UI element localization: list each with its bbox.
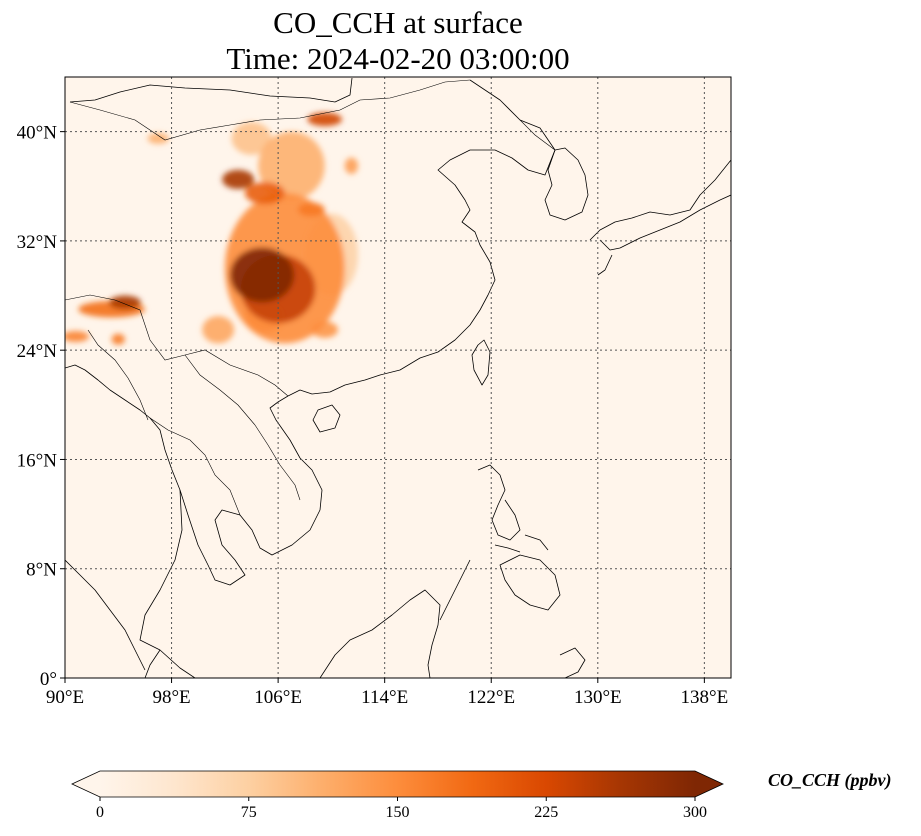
coastline-china-mainland xyxy=(69,77,556,397)
colorbar-tick-label: 225 xyxy=(534,804,558,821)
co-hotspot xyxy=(344,157,359,174)
y-tick-label: 0° xyxy=(40,669,57,690)
co-hotspot xyxy=(147,133,169,144)
x-tick-label: 114°E xyxy=(361,687,408,708)
coastline-taiwan xyxy=(471,339,491,386)
x-tick-label: 98°E xyxy=(152,687,190,708)
coastline-indochina xyxy=(65,364,323,586)
colorbar-gradient xyxy=(71,770,724,798)
colorbar-tick-label: 0 xyxy=(96,804,104,821)
co-hotspot xyxy=(111,333,125,345)
x-tick-label: 106°E xyxy=(254,687,302,708)
border-laos-vietnam xyxy=(184,354,301,501)
y-tick-label: 8°N xyxy=(26,560,57,581)
colorbar-tick-label: 75 xyxy=(241,804,257,821)
x-tick-label: 130°E xyxy=(574,687,622,708)
border-thailand xyxy=(149,417,241,516)
y-tick-label: 40°N xyxy=(17,123,58,144)
co-hotspot xyxy=(108,295,141,310)
coastline-hainan xyxy=(312,404,341,433)
co-hotspot xyxy=(202,316,235,344)
border-china-mongolia xyxy=(69,79,471,141)
border-korea-china xyxy=(519,119,556,151)
colorbar-tick-label: 150 xyxy=(386,804,410,821)
coastline-malay-peninsula xyxy=(139,489,196,678)
co-hotspot xyxy=(222,169,255,190)
coastline-sumatra xyxy=(65,559,146,671)
border-china-south xyxy=(65,294,289,397)
coastline-philippines-luzon xyxy=(477,464,521,541)
x-axis-ticks: 90°E 98°E 106°E 114°E 122°E 130°E 138°E xyxy=(46,678,728,708)
map-plot-area xyxy=(64,76,732,679)
y-tick-label: 24°N xyxy=(17,341,58,362)
x-tick-label: 138°E xyxy=(681,687,729,708)
x-tick-label: 122°E xyxy=(467,687,515,708)
coastline-japan xyxy=(589,159,731,276)
map-background xyxy=(65,77,731,678)
x-tick-label: 90°E xyxy=(46,687,84,708)
map-time-subtitle: Time: 2024-02-20 03:00:00 xyxy=(226,41,570,76)
colorbar-label: CO_CCH (ppbv) xyxy=(768,770,892,790)
co-hotspot xyxy=(244,182,285,205)
map-frame xyxy=(64,76,732,679)
coastline-sulawesi xyxy=(559,647,586,678)
colorbar-tick-label: 300 xyxy=(683,804,707,821)
co-hotspot xyxy=(231,122,272,155)
map-title: CO_CCH at surface xyxy=(273,5,523,40)
y-tick-label: 16°N xyxy=(17,450,58,471)
colorbar: 0 75 150 225 300 xyxy=(71,770,724,821)
coastlines xyxy=(65,77,731,678)
co-hotspot xyxy=(307,112,343,127)
co-hotspot xyxy=(258,131,325,200)
coastline-borneo xyxy=(319,589,441,678)
co-hotspot xyxy=(298,202,325,217)
co-concentration-field xyxy=(65,112,359,345)
coastline-korea xyxy=(544,147,589,221)
coastline-philippines-mindanao xyxy=(499,554,561,611)
co-hotspot xyxy=(230,247,295,303)
coastline-philippines-visayas xyxy=(439,534,549,621)
country-borders xyxy=(65,79,556,516)
border-myanmar xyxy=(87,329,149,421)
y-axis-ticks: 0° 8°N 16°N 24°N 32°N 40°N xyxy=(17,123,65,690)
co-hotspot xyxy=(65,331,89,342)
colorbar-ticks: 0 75 150 225 300 xyxy=(96,797,707,821)
y-tick-label: 32°N xyxy=(17,232,58,253)
